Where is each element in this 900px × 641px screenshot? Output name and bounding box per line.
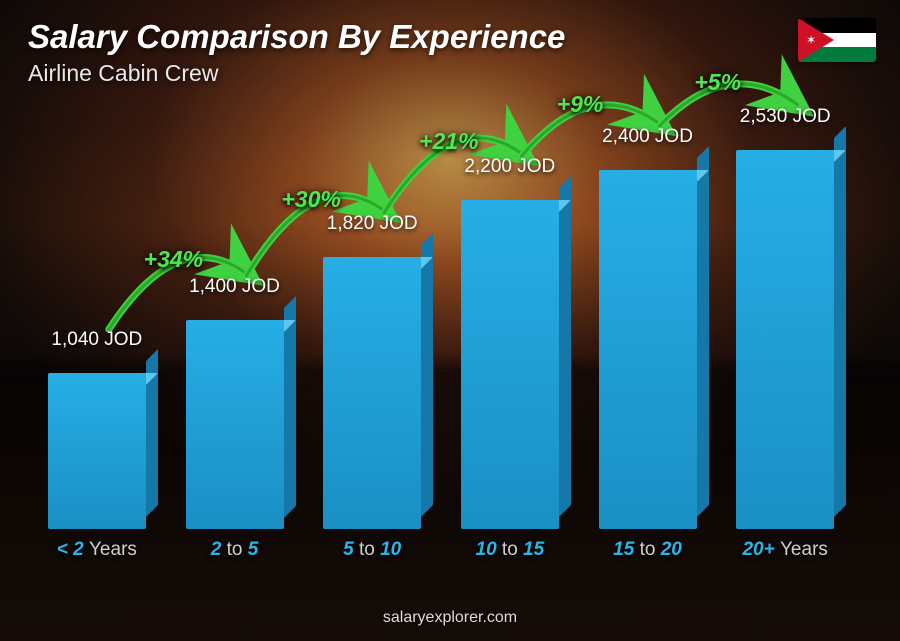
bar-front [48, 373, 146, 529]
pct-increase-label: +30% [281, 186, 340, 213]
bar-slot: 1,040 JOD [28, 110, 166, 529]
bar-side [559, 176, 571, 517]
bar-side [834, 126, 846, 517]
pct-increase-label: +9% [557, 91, 604, 118]
bar-front [323, 257, 421, 529]
footer-attribution: salaryexplorer.com [0, 609, 900, 627]
bar-front [736, 150, 834, 529]
bar [323, 257, 421, 529]
pct-increase-label: +21% [419, 128, 478, 155]
flag-star: ✶ [806, 34, 816, 46]
value-label: 2,200 JOD [440, 156, 580, 178]
bar-slot: 1,400 JOD [166, 110, 304, 529]
jordan-flag: ✶ [798, 18, 876, 62]
content-layer: Salary Comparison By Experience Airline … [0, 0, 900, 641]
category-label: 2 to 5 [166, 539, 304, 561]
bar-front [186, 320, 284, 530]
category-label: 15 to 20 [579, 539, 717, 561]
bar-front [461, 200, 559, 529]
category-label: < 2 Years [28, 539, 166, 561]
bar-side [421, 233, 433, 517]
page-subtitle: Airline Cabin Crew [28, 60, 218, 87]
page-title: Salary Comparison By Experience [28, 18, 565, 56]
category-label: 20+ Years [716, 539, 854, 561]
category-labels: < 2 Years2 to 55 to 1010 to 1515 to 2020… [28, 539, 854, 561]
bar [736, 150, 834, 529]
bar-slot: 2,400 JOD [579, 110, 717, 529]
bar-chart: 1,040 JOD 1,400 JOD 1,820 JOD 2,200 JOD 2,40… [28, 110, 854, 561]
bar [599, 170, 697, 529]
pct-increase-label: +5% [694, 69, 741, 96]
bar [48, 373, 146, 529]
pct-increase-label: +34% [144, 246, 203, 273]
bar-slot: 1,820 JOD [303, 110, 441, 529]
category-label: 5 to 10 [303, 539, 441, 561]
bar-side [697, 146, 709, 517]
value-label: 2,400 JOD [578, 126, 718, 148]
bar [186, 320, 284, 530]
bar-slot: 2,200 JOD [441, 110, 579, 529]
value-label: 2,530 JOD [715, 106, 855, 128]
bar [461, 200, 559, 529]
value-label: 1,820 JOD [302, 213, 442, 235]
value-label: 1,400 JOD [165, 276, 305, 298]
value-label: 1,040 JOD [27, 329, 167, 351]
bar-front [599, 170, 697, 529]
bar-slot: 2,530 JOD [716, 110, 854, 529]
category-label: 10 to 15 [441, 539, 579, 561]
bars-container: 1,040 JOD 1,400 JOD 1,820 JOD 2,200 JOD 2,40… [28, 110, 854, 529]
